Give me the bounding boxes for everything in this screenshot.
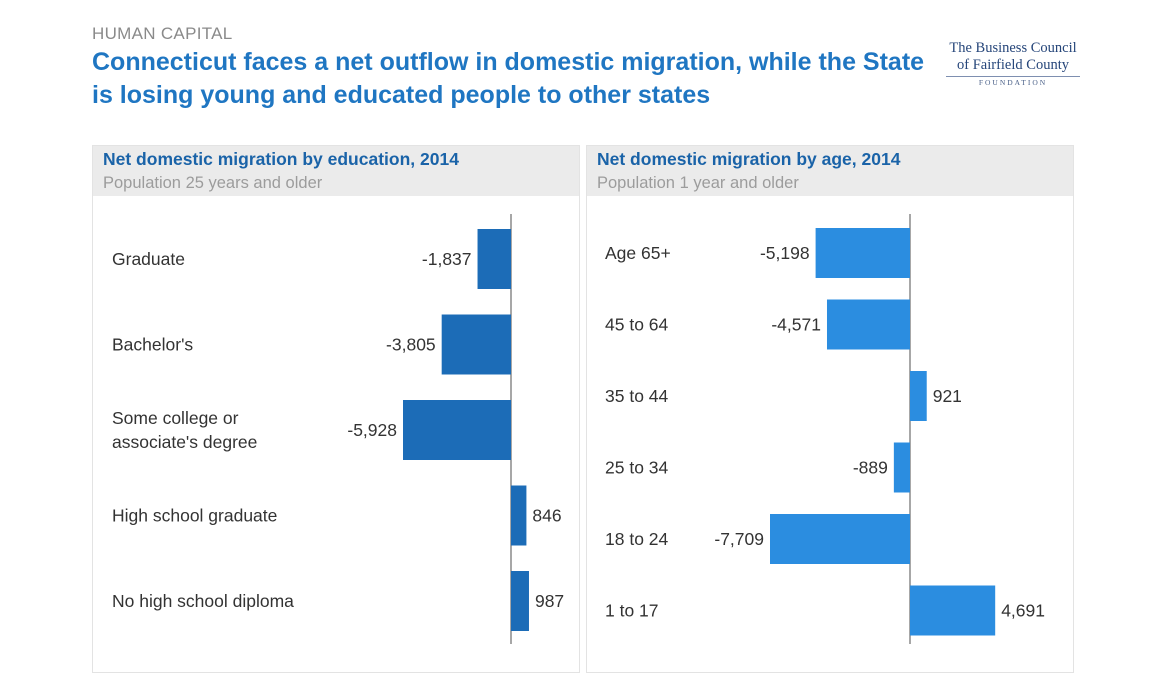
logo-rule (946, 76, 1080, 77)
value-label-25-to-34: -889 (853, 458, 888, 478)
bar-graduate (477, 229, 511, 289)
category-label-age-65: Age 65+ (605, 243, 671, 263)
education-chart-subtitle: Population 25 years and older (103, 174, 323, 192)
bar-some-college-or-associate-s-degree (403, 400, 511, 460)
value-label-age-65: -5,198 (760, 243, 810, 263)
age-chart-subtitle: Population 1 year and older (597, 174, 799, 192)
value-label-some-college-or-associate-s-degree: -5,928 (347, 420, 397, 440)
category-label-45-to-64: 45 to 64 (605, 315, 669, 335)
logo-line-3: FOUNDATION (978, 78, 1048, 87)
value-label-35-to-44: 921 (933, 386, 962, 406)
age-chart-title: Net domestic migration by age, 2014 (597, 149, 901, 169)
bar-1-to-17 (910, 585, 996, 636)
page-title: Connecticut faces a net outflow in domes… (92, 48, 925, 109)
education-chart-title: Net domestic migration by education, 201… (103, 149, 459, 169)
category-label-some-college-or-associate-s-degree-line-2: associate's degree (112, 432, 257, 452)
category-label-18-to-24: 18 to 24 (605, 529, 669, 549)
age-chart-panel: Net domestic migration by age, 2014 Popu… (586, 145, 1074, 673)
category-label-high-school-graduate: High school graduate (112, 506, 277, 526)
category-label-25-to-34: 25 to 34 (605, 458, 669, 478)
value-label-no-high-school-diploma: 987 (535, 591, 564, 611)
bar-45-to-64 (826, 299, 910, 350)
eyebrow-label: HUMAN CAPITAL (92, 24, 233, 43)
bar-bachelor-s (441, 314, 511, 375)
category-label-graduate: Graduate (112, 249, 185, 269)
category-label-bachelor-s: Bachelor's (112, 335, 193, 355)
age-bar-chart: -5,198 Age 65+ -4,571 45 to 64 921 35 to 44 -8… (605, 214, 1045, 644)
bar-high-school-graduate (511, 485, 527, 546)
business-council-logo: The Business Council of Fairfield County… (938, 40, 1088, 87)
logo-line-2: of Fairfield County (957, 57, 1069, 73)
value-label-18-to-24: -7,709 (714, 529, 764, 549)
bar-no-high-school-diploma (511, 571, 529, 631)
category-label-35-to-44: 35 to 44 (605, 386, 669, 406)
bar-age-65 (815, 228, 910, 278)
value-label-high-school-graduate: 846 (532, 506, 561, 526)
education-chart-panel: Net domestic migration by education, 201… (92, 145, 580, 673)
logo-line-1: The Business Council (949, 40, 1077, 56)
bar-18-to-24 (770, 514, 910, 564)
category-label-some-college-or-associate-s-degree-line-1: Some college or (112, 408, 239, 428)
age-chart-header: Net domestic migration by age, 2014 Popu… (587, 146, 1073, 196)
category-label-1-to-17: 1 to 17 (605, 601, 659, 621)
education-chart-header: Net domestic migration by education, 201… (93, 146, 579, 196)
bar-25-to-34 (893, 442, 910, 493)
value-label-1-to-17: 4,691 (1001, 601, 1045, 621)
value-label-45-to-64: -4,571 (771, 315, 821, 335)
education-bar-chart: -1,837 Graduate -3,805 Bachelor's -5,928 Some… (112, 214, 564, 644)
value-label-bachelor-s: -3,805 (386, 335, 436, 355)
bar-35-to-44 (910, 371, 927, 421)
category-label-no-high-school-diploma: No high school diploma (112, 591, 294, 611)
value-label-graduate: -1,837 (422, 249, 472, 269)
